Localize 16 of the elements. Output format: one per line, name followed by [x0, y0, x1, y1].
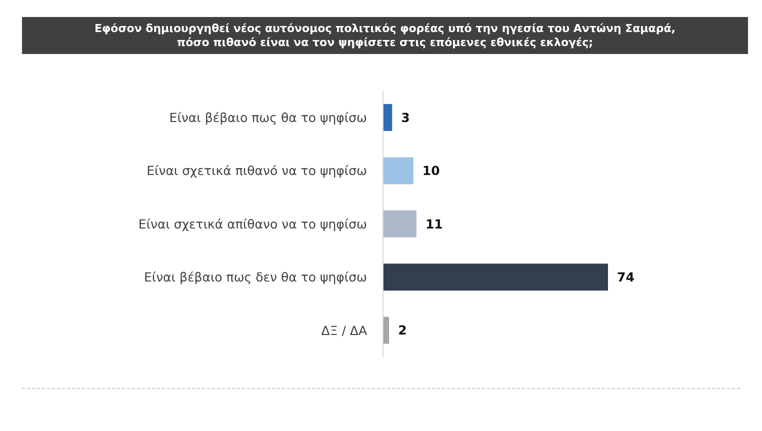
bar — [383, 316, 390, 344]
bar — [383, 157, 414, 184]
data-label: 10 — [422, 163, 440, 178]
y-tick-label: Είναι σχετικά απίθανο να το ψηφίσω — [138, 216, 367, 232]
y-tick-label: Είναι βέβαιο πως δεν θα το ψηφίσω — [144, 270, 367, 285]
chart-title: Εφόσον δημιουργηθεί νέος αυτόνομος πολιτικός φορέας υπό την ηγεσία του Αντώνη Σαμαρά, πόσο πιθανό είναι να τον ψηφίσετε στις επόμενες εθνικές εκλογές; — [94, 22, 676, 50]
bar — [383, 104, 392, 131]
data-label: 74 — [617, 270, 635, 285]
bar — [383, 264, 608, 291]
data-label: 3 — [401, 110, 410, 125]
y-tick-label: Είναι βέβαιο πως θα το ψηφίσω — [169, 110, 367, 126]
y-tick-label: Είναι σχετικά πιθανό να το ψηφίσω — [146, 163, 367, 178]
y-tick-label: ΔΞ / ΔΑ — [321, 322, 368, 338]
data-label: 11 — [425, 216, 443, 232]
bar — [383, 210, 416, 238]
data-label: 2 — [398, 322, 407, 338]
